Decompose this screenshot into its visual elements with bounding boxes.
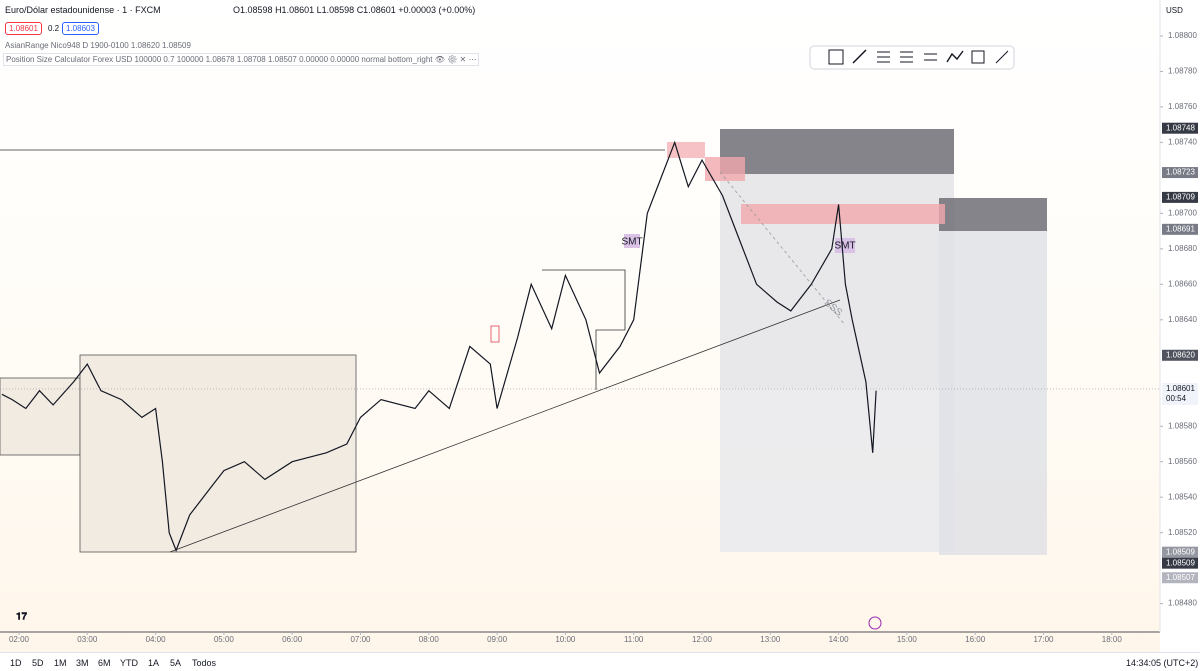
last-price-label: 1.08601 <box>1166 384 1195 393</box>
smt-tag <box>835 238 855 253</box>
position-box-stop <box>939 198 1047 231</box>
price-tick-label: 1.08480 <box>1168 599 1197 608</box>
price-marker-label: 1.08691 <box>1166 224 1195 233</box>
time-tick-label: 05:00 <box>214 635 235 644</box>
time-tick-label: 11:00 <box>624 635 644 644</box>
marker-box <box>490 325 500 343</box>
close: C1.08601 <box>356 5 396 15</box>
time-tick-label: 09:00 <box>487 635 508 644</box>
sell-button[interactable]: 1.08601 <box>5 22 42 35</box>
time-tick-label: 03:00 <box>77 635 98 644</box>
price-marker <box>1162 572 1198 584</box>
price-marker-label: 1.08709 <box>1166 193 1195 202</box>
structure-line <box>542 269 626 390</box>
smt-tag <box>624 234 640 248</box>
time-tick-label: 18:00 <box>1102 635 1123 644</box>
price-marker <box>1162 557 1198 569</box>
high: H1.08601 <box>275 5 315 15</box>
range-button[interactable]: 1D <box>10 658 22 668</box>
price-line <box>1 140 877 553</box>
time-tick-label: 04:00 <box>146 635 167 644</box>
range-button[interactable]: Todos <box>192 658 217 668</box>
bottom-bar: 14:34:05 (UTC+2) 1D 5D 1M 3M 6M YTD 1A 5A Todos <box>0 652 1200 671</box>
asian-range-box <box>79 354 357 553</box>
price-tick-label: 1.08540 <box>1168 492 1197 501</box>
time-tick-label: 13:00 <box>760 635 781 644</box>
ohlc: O1.08598 H1.08601 L1.08598 C1.08601 +0.0… <box>233 5 475 15</box>
price-marker-label: 1.08748 <box>1166 123 1195 132</box>
logo: 𝟏𝟕 <box>16 612 28 623</box>
price-marker <box>1162 223 1198 235</box>
price-marker <box>1162 349 1198 361</box>
price-marker <box>1162 167 1198 179</box>
range-button[interactable]: 6M <box>98 658 111 668</box>
time-tick-label: 06:00 <box>282 635 303 644</box>
countdown: 00:54 <box>1166 394 1187 403</box>
price-tick-label: 1.08760 <box>1168 102 1197 111</box>
time-tick-label: 14:00 <box>829 635 850 644</box>
price-tick-label: 1.08640 <box>1168 315 1197 324</box>
price-marker-label: 1.08509 <box>1166 558 1195 567</box>
range-button[interactable]: 5A <box>170 658 182 668</box>
price-marker <box>1162 122 1198 134</box>
price-tick-label: 1.08560 <box>1168 457 1197 466</box>
chart-pane: SMT SMT SSS 𝟏𝟕 1.088001.087801.087601.08… <box>0 0 1200 652</box>
indicator[interactable]: AsianRange Nico948 D 1900-0100 1.08620 1… <box>5 41 191 50</box>
price-marker <box>1162 546 1198 558</box>
symbol[interactable]: Euro/Dólar estadounidense · 1 · FXCM <box>5 5 161 15</box>
time-tick-label: 08:00 <box>419 635 440 644</box>
price-marker-label: 1.08509 <box>1166 547 1195 556</box>
price-marker <box>1162 191 1198 203</box>
clock: 14:34:05 (UTC+2) <box>1126 658 1199 668</box>
price-marker-label: 1.08620 <box>1166 350 1195 359</box>
time-tick-label: 17:00 <box>1033 635 1054 644</box>
price-tick-label: 1.08660 <box>1168 279 1197 288</box>
price-tick-label: 1.08700 <box>1168 208 1197 217</box>
indicator[interactable]: Position Size Calculator Forex USD 10000… <box>3 53 480 66</box>
indicator-text: Position Size Calculator Forex USD 10000… <box>6 55 433 64</box>
range-button[interactable]: 5D <box>32 658 44 668</box>
event-icon[interactable] <box>868 616 882 630</box>
time-tick-label: 16:00 <box>965 635 986 644</box>
currency[interactable]: USD <box>1166 6 1183 15</box>
price-axis <box>1160 0 1200 652</box>
range-button[interactable]: 3M <box>76 658 89 668</box>
change: +0.00003 (+0.00%) <box>398 5 476 15</box>
price-tick-label: 1.08780 <box>1168 67 1197 76</box>
annotation: SMT <box>621 237 642 248</box>
time-tick-label: 12:00 <box>692 635 713 644</box>
position-box <box>720 388 954 552</box>
fvg-zone <box>667 142 705 158</box>
range-button[interactable]: 1M <box>54 658 67 668</box>
fvg-zone <box>705 157 745 181</box>
low: L1.08598 <box>316 5 355 15</box>
price-tick-label: 1.08800 <box>1168 31 1197 40</box>
time-tick-label: 02:00 <box>9 635 30 644</box>
time-tick-label: 10:00 <box>555 635 576 644</box>
buy-button[interactable]: 1.08603 <box>62 22 99 35</box>
price-tick-label: 1.08580 <box>1168 421 1197 430</box>
dashed-line <box>719 171 846 326</box>
time-tick-label: 15:00 <box>897 635 918 644</box>
open: O1.08598 <box>233 5 273 15</box>
drawing-toolbar[interactable] <box>809 45 1015 70</box>
position-box-stop <box>720 129 954 174</box>
time-tick-label: 07:00 <box>350 635 371 644</box>
trend-line <box>169 299 841 553</box>
last-price-marker <box>1162 382 1198 405</box>
spread: 0.2 <box>48 24 60 33</box>
fvg-zone <box>741 204 945 224</box>
range-button[interactable]: 1A <box>148 658 160 668</box>
range-button[interactable]: YTD <box>120 658 138 668</box>
price-tick-label: 1.08740 <box>1168 138 1197 147</box>
price-tick-label: 1.08680 <box>1168 244 1197 253</box>
price-marker-label: 1.08507 <box>1166 573 1195 582</box>
annotation: SMT <box>834 241 855 252</box>
price-marker-label: 1.08723 <box>1166 168 1195 177</box>
position-box <box>939 231 1047 555</box>
asian-range-box <box>0 377 81 456</box>
price-tick-label: 1.08520 <box>1168 528 1197 537</box>
